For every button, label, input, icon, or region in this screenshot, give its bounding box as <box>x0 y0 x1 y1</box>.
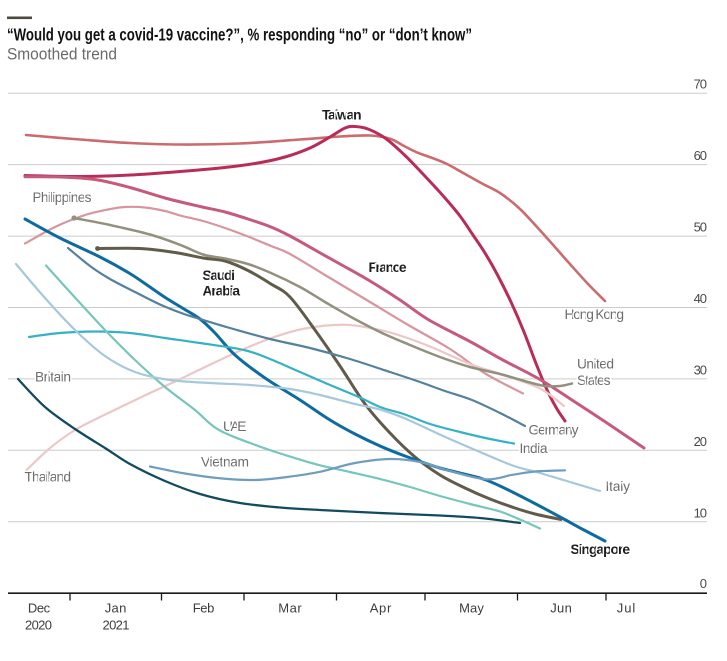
svg-text:0: 0 <box>700 576 707 591</box>
svg-text:60: 60 <box>694 148 707 163</box>
svg-text:50: 50 <box>694 220 707 235</box>
svg-text:United: United <box>577 357 614 372</box>
svg-text:10: 10 <box>694 505 707 520</box>
svg-text:Saudi: Saudi <box>203 268 236 283</box>
svg-text:2020: 2020 <box>25 618 52 633</box>
svg-text:Thailand: Thailand <box>25 469 72 484</box>
svg-text:Germany: Germany <box>529 423 579 438</box>
svg-text:Britain: Britain <box>35 370 71 385</box>
svg-text:Apr: Apr <box>370 601 392 616</box>
svg-text:40: 40 <box>694 291 707 306</box>
svg-text:30: 30 <box>694 362 707 377</box>
svg-text:States: States <box>577 373 611 388</box>
svg-text:“Would you get a covid-19 vacc: “Would you get a covid-19 vaccine?”, % r… <box>7 25 472 45</box>
svg-text:Taiwan: Taiwan <box>322 108 362 123</box>
svg-text:Italy: Italy <box>606 479 631 494</box>
svg-text:70: 70 <box>694 77 707 92</box>
svg-text:Jan: Jan <box>105 601 127 616</box>
svg-text:20: 20 <box>694 434 707 449</box>
svg-text:Jun: Jun <box>550 601 572 616</box>
svg-text:UAE: UAE <box>223 419 247 434</box>
svg-text:2021: 2021 <box>103 618 130 633</box>
svg-text:Hong Kong: Hong Kong <box>565 307 625 322</box>
svg-text:Arabia: Arabia <box>203 284 241 299</box>
svg-text:Jul: Jul <box>617 601 636 616</box>
svg-text:Dec: Dec <box>28 601 51 616</box>
svg-text:India: India <box>520 441 548 456</box>
svg-text:Singapore: Singapore <box>571 542 631 557</box>
svg-text:Philippines: Philippines <box>33 190 92 205</box>
svg-text:France: France <box>369 260 407 275</box>
svg-text:May: May <box>459 601 484 616</box>
svg-text:Mar: Mar <box>278 601 302 616</box>
svg-text:Vietnam: Vietnam <box>201 455 249 470</box>
svg-text:Feb: Feb <box>193 601 215 616</box>
svg-text:Smoothed trend: Smoothed trend <box>7 46 117 64</box>
